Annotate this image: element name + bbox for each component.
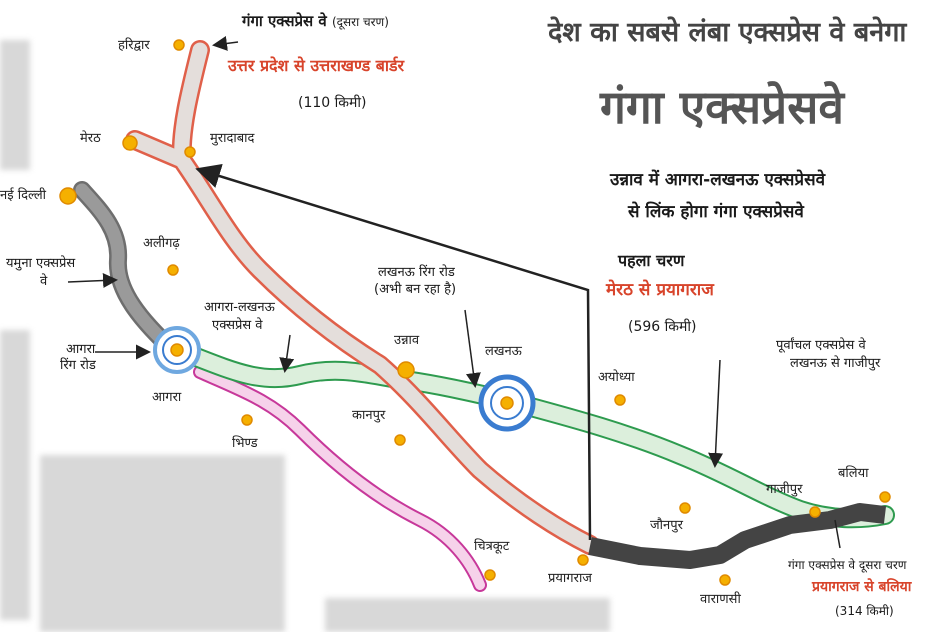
dot-bhind [241, 414, 253, 426]
dot-chitrakoot [484, 569, 496, 581]
blurred-region-bottom [40, 455, 285, 632]
agra-ring-label-2: रिंग रोड [60, 358, 96, 373]
city-ayodhya: अयोध्या [598, 370, 635, 385]
pointer-arrows [67, 36, 841, 549]
city-agra: आगरा [152, 390, 182, 405]
agra-ring-label: आगरा [66, 342, 96, 357]
city-moradabad: मुरादाबाद [210, 131, 255, 146]
purvanchal-label: पूर्वांचल एक्सप्रेस वे [776, 338, 866, 353]
phase1-route: मेरठ से प्रयागराज [606, 280, 714, 300]
dot-varanasi [719, 574, 731, 586]
headline-sub2: से लिंक होगा गंगा एक्सप्रेसवे [628, 202, 804, 222]
dot-agra [170, 343, 184, 357]
phase2-north-length: (110 किमी) [298, 95, 367, 111]
city-prayagraj: प्रयागराज [548, 571, 592, 586]
dot-aligarh [167, 264, 179, 276]
phase2-north-route: उत्तर प्रदेश से उत्तराखण्ड बार्डर [228, 56, 405, 75]
blurred-region-left-top [0, 40, 30, 170]
pink-expressway [193, 365, 487, 592]
phase1-length: (596 किमी) [628, 319, 697, 335]
dot-ballia [879, 491, 891, 503]
city-dots [59, 39, 891, 586]
city-ballia: बलिया [838, 466, 869, 481]
yamuna-label: यमुना एक्सप्रेस [6, 256, 76, 271]
city-chitrakoot: चित्रकूट [474, 539, 510, 554]
city-jaunpur: जौनपुर [650, 518, 683, 533]
dot-delhi [59, 187, 77, 205]
dot-kanpur [394, 434, 406, 446]
yamuna-label-2: वे [40, 274, 48, 289]
phase2-north-title-text: गंगा एक्सप्रेस वे [242, 12, 327, 30]
city-delhi: नई दिल्ली [0, 188, 47, 203]
city-kanpur: कानपुर [352, 408, 386, 423]
city-ghazipur: गाजीपुर [766, 482, 803, 497]
phase2-east-title: गंगा एक्सप्रेस वे दूसरा चरण [788, 558, 907, 572]
dot-moradabad [184, 146, 196, 158]
headline-sub1: उन्नाव में आगरा-लखनऊ एक्सप्रेसवे [610, 170, 826, 190]
dot-meerut [122, 135, 138, 151]
phase2-east-route: प्रयागराज से बलिया [812, 579, 912, 595]
blurred-region-left [0, 330, 30, 620]
dot-ghazipur [809, 506, 821, 518]
dot-jaunpur [679, 502, 691, 514]
phase2-east-length: (314 किमी) [835, 604, 894, 618]
phase1-title: पहला चरण [618, 251, 685, 270]
city-unnao: उन्नाव [394, 333, 420, 348]
yamuna-expressway [73, 181, 184, 361]
ganga-expressway [125, 40, 600, 555]
headline-line2: गंगा एक्सप्रेसवे [600, 80, 844, 134]
dot-prayagraj [577, 554, 589, 566]
agra-lucknow-label: आगरा-लखनऊ [204, 300, 275, 315]
city-haridwar: हरिद्वार [118, 38, 150, 53]
lucknow-ring-label: लखनऊ रिंग रोड [378, 265, 455, 280]
city-aligarh: अलीगढ़ [143, 236, 180, 251]
city-lucknow: लखनऊ [485, 344, 522, 359]
dot-haridwar [173, 39, 185, 51]
purvanchal-label-2: लखनऊ से गाजीपुर [790, 356, 881, 371]
city-varanasi: वाराणसी [700, 592, 741, 607]
link-arrow [195, 163, 592, 541]
phase2-north-title-suffix: (दूसरा चरण) [332, 15, 389, 29]
dot-ayodhya [614, 394, 626, 406]
city-bhind: भिण्ड [232, 436, 258, 451]
dot-lucknow [500, 396, 514, 410]
agra-lucknow-label-2: एक्सप्रेस वे [212, 318, 263, 333]
ganga-phase2-east [588, 503, 887, 569]
city-meerut: मेरठ [80, 131, 101, 146]
phase2-north-title: गंगा एक्सप्रेस वे (दूसरा चरण) [242, 14, 389, 30]
dot-unnao [397, 361, 415, 379]
headline-line1: देश का सबसे लंबा एक्सप्रेस वे बनेगा [548, 17, 907, 48]
blurred-region-bottom-mid [325, 598, 610, 632]
lucknow-ring-label-2: (अभी बन रहा है) [374, 282, 457, 297]
